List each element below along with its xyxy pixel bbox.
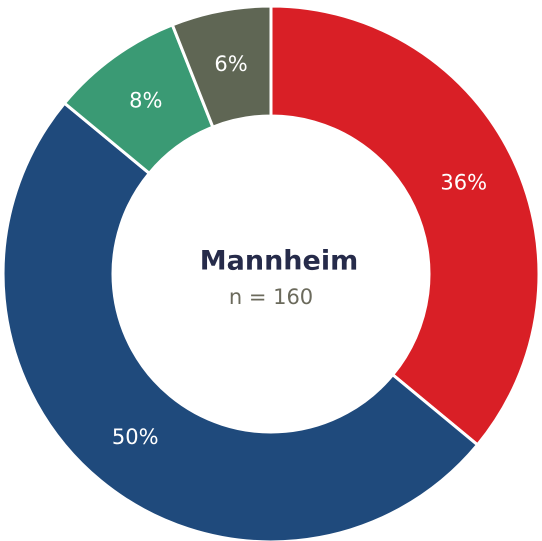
slice-label: 36%: [440, 170, 487, 194]
slices: [1, 4, 541, 541]
slice-label: 50%: [112, 425, 159, 449]
slice-label: 8%: [129, 89, 162, 113]
slice: [170, 4, 273, 130]
slice: [269, 4, 541, 447]
slice-label: 6%: [214, 52, 247, 76]
slice: [1, 101, 480, 541]
chart-subtitle: n = 160: [229, 285, 313, 309]
chart-title: Mannheim: [200, 246, 358, 277]
